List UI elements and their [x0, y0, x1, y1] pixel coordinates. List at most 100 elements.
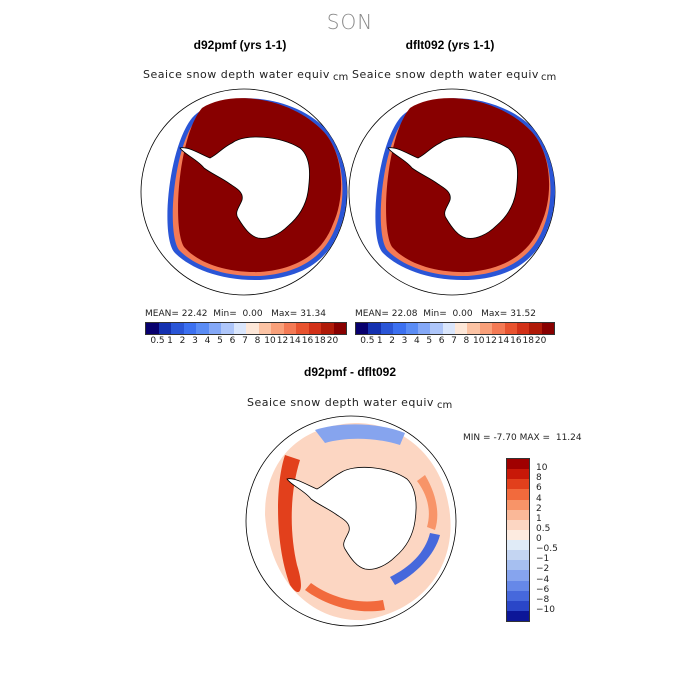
colorbar-swatch	[507, 499, 529, 510]
difference-positive-band	[278, 455, 301, 593]
colorbar-swatch	[467, 323, 480, 334]
colorbar-swatch	[233, 323, 246, 334]
colorbar-swatch	[507, 560, 529, 571]
colorbar-swatch	[507, 550, 529, 561]
colorbar-swatch	[208, 323, 221, 334]
right-stats: MEAN= 22.08 Min= 0.00 Max= 31.52	[355, 309, 536, 319]
colorbar-tick-label: 10	[473, 336, 485, 346]
colorbar-swatch	[271, 323, 284, 334]
right-min-value: 0.00	[452, 309, 473, 319]
colorbar-swatch	[529, 323, 542, 334]
colorbar-swatch	[171, 323, 184, 334]
colorbar-tick-label: 10	[536, 463, 548, 474]
colorbar-swatch	[442, 323, 455, 334]
colorbar-swatch	[507, 529, 529, 540]
right-variable-name: Seaice snow depth water equiv	[352, 68, 539, 81]
colorbar-tick-label: 16	[301, 336, 314, 346]
right-colorbar: 0.5 1 2 3 4 5 6 7 8 10 12 14 16 18 20	[355, 322, 555, 347]
colorbar-swatch	[507, 610, 529, 621]
colorbar-tick-label: 5	[217, 336, 223, 346]
colorbar-tick-label: −0.5	[536, 544, 558, 555]
colorbar-tick-label: 2	[389, 336, 395, 346]
right-polar-map	[348, 88, 556, 296]
colorbar-tick-label: 18	[314, 336, 326, 346]
colorbar-swatch	[321, 323, 334, 334]
antarctica-outline	[387, 136, 518, 239]
colorbar-tick-label: 3	[192, 336, 198, 346]
left-min-value: 0.00	[242, 309, 263, 319]
colorbar-tick-label: 20	[326, 336, 339, 346]
colorbar-swatch	[507, 519, 529, 530]
colorbar-tick-label: 8	[536, 473, 542, 484]
diff-panel-title: d92pmf - dflt092	[303, 365, 396, 379]
colorbar-tick-label: 18	[522, 336, 534, 346]
colorbar-swatch	[455, 323, 468, 334]
colorbar-swatch	[246, 323, 259, 334]
colorbar-tick-label: 14	[289, 336, 301, 346]
colorbar-swatch	[221, 323, 234, 334]
colorbar-swatch	[368, 323, 381, 334]
colorbar-swatch	[541, 323, 554, 334]
colorbar-swatch	[479, 323, 493, 334]
left-variable-name: Seaice snow depth water equiv	[143, 68, 330, 81]
colorbar-swatch	[380, 323, 394, 334]
colorbar-swatch	[507, 509, 529, 520]
colorbar-swatch	[283, 323, 296, 334]
colorbar-swatch	[507, 540, 529, 551]
colorbar-tick-label: 6	[536, 483, 542, 494]
left-units: cm	[333, 72, 349, 83]
colorbar-tick-label: 16	[510, 336, 522, 346]
colorbar-tick-label: 5	[426, 336, 433, 346]
diff-max-value: 11.24	[555, 433, 582, 443]
colorbar-tick-label: 2	[179, 336, 186, 346]
colorbar-swatch	[507, 479, 529, 490]
diff-variable-name: Seaice snow depth water equiv	[247, 396, 434, 409]
colorbar-swatch	[146, 323, 159, 334]
colorbar-tick-label: 0.5	[150, 336, 165, 346]
difference-negative-band	[315, 424, 405, 445]
difference-positive-band	[305, 583, 385, 612]
antarctica-outline	[179, 136, 310, 239]
colorbar-swatch	[507, 459, 529, 470]
left-stats: MEAN= 22.42 Min= 0.00 Max= 31.34	[145, 309, 326, 319]
colorbar-tick-label: 6	[438, 336, 445, 346]
right-mean-value: 22.08	[391, 309, 418, 319]
colorbar-tick-label: 1	[536, 513, 542, 524]
colorbar-swatch	[333, 323, 346, 334]
difference-positive-band	[417, 475, 438, 530]
colorbar-tick-label: 8	[463, 336, 470, 346]
colorbar-swatch	[507, 570, 529, 581]
colorbar-tick-label: 14	[497, 336, 510, 346]
colorbar-swatch	[430, 323, 443, 334]
colorbar-swatch	[507, 590, 529, 601]
colorbar-swatch	[158, 323, 171, 334]
left-colorbar: 0.5 1 2 3 4 5 6 7 8 10 12 14 16 18 20	[145, 322, 347, 347]
colorbar-tick-label: −2	[536, 564, 550, 575]
colorbar-tick-label: 1	[167, 336, 173, 346]
colorbar-tick-label: −10	[536, 604, 555, 615]
diff-polar-map	[245, 415, 457, 627]
right-units: cm	[541, 72, 557, 83]
colorbar-tick-label: 12	[276, 336, 289, 346]
colorbar-tick-label: 7	[242, 336, 248, 346]
colorbar-tick-label: −1	[536, 554, 550, 565]
colorbar-tick-label: 0.5	[360, 336, 375, 346]
colorbar-tick-label: 7	[451, 336, 457, 346]
colorbar-swatch	[507, 489, 529, 500]
left-mean-value: 22.42	[181, 309, 208, 319]
colorbar-tick-label: 0	[536, 534, 542, 544]
left-panel-title: d92pmf (yrs 1-1)	[193, 38, 287, 52]
colorbar-swatch	[492, 323, 505, 334]
colorbar-swatch	[296, 323, 309, 334]
left-max-value: 31.34	[300, 309, 326, 319]
antarctica-outline	[286, 467, 417, 570]
diff-units: cm	[437, 400, 453, 411]
colorbar-swatch	[507, 580, 529, 591]
diff-minmax: MIN = -7.70 MAX = 11.24	[463, 433, 582, 443]
colorbar-tick-label: 20	[534, 336, 547, 346]
colorbar-swatch	[405, 323, 418, 334]
colorbar-swatch	[308, 323, 321, 334]
colorbar-swatch	[507, 469, 529, 480]
colorbar-tick-label: −6	[536, 584, 550, 595]
diff-colorbar: 10 8 6 4 2 1 0.5 0 −0.5 −1 −2 −4 −6 −8 −10	[506, 458, 558, 622]
